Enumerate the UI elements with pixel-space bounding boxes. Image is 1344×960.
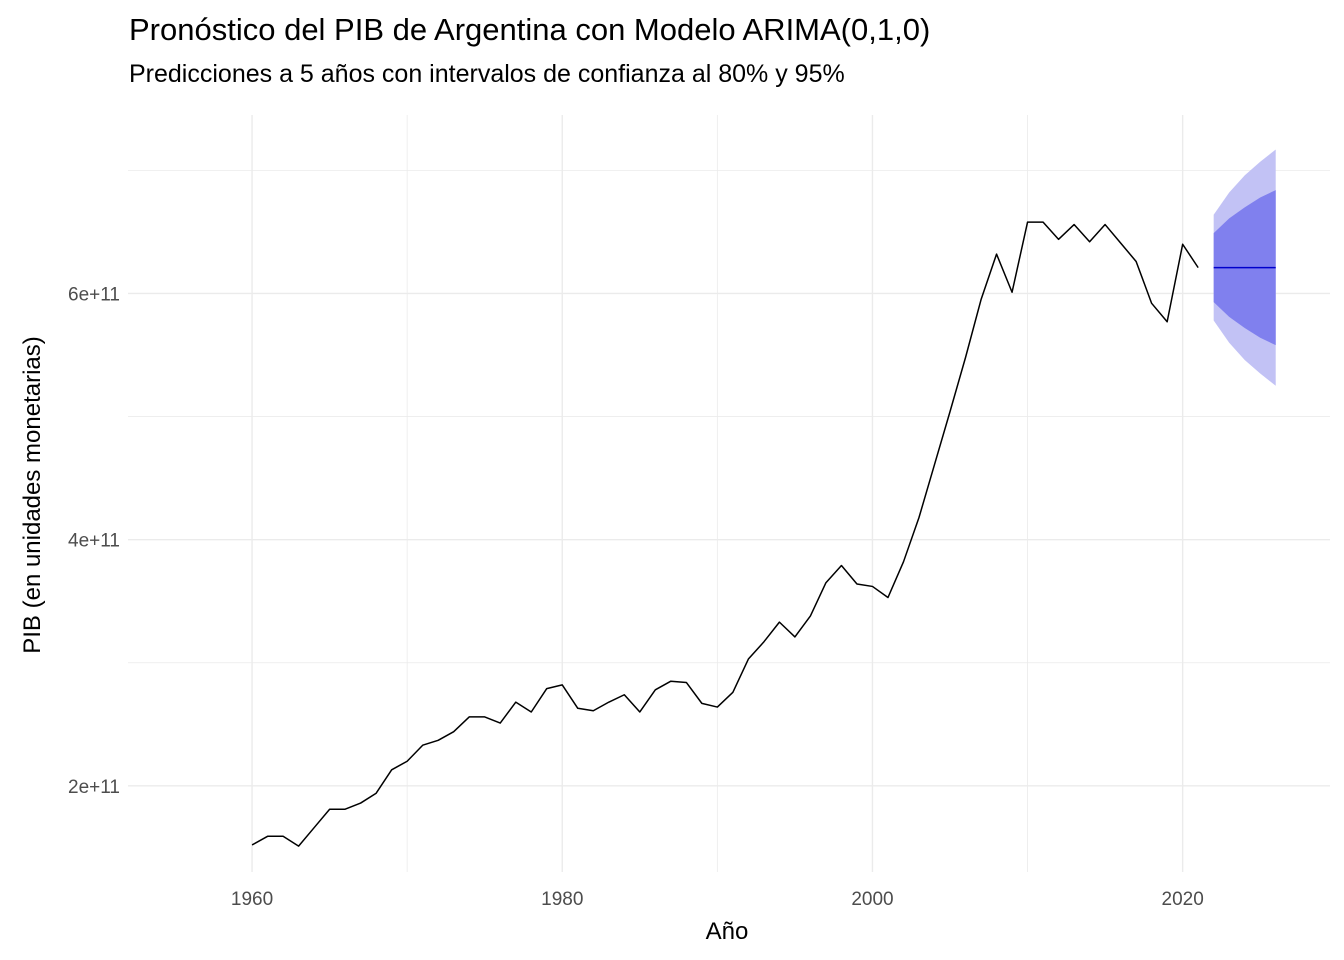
y-tick-label: 2e+11 — [68, 777, 120, 798]
grid-lines — [128, 115, 1330, 872]
x-axis-ticks: 1960 1980 2000 2020 — [231, 889, 1204, 910]
x-tick-label: 2000 — [851, 889, 893, 910]
x-tick-label: 1960 — [231, 889, 273, 910]
y-tick-label: 4e+11 — [68, 531, 120, 552]
chart-title: Pronóstico del PIB de Argentina con Mode… — [129, 12, 931, 47]
x-tick-label: 2020 — [1162, 889, 1204, 910]
y-axis-title: PIB (en unidades monetarias) — [19, 336, 46, 654]
chart-subtitle: Predicciones a 5 años con intervalos de … — [129, 60, 845, 88]
history-series — [251, 221, 1199, 847]
x-tick-label: 1980 — [541, 889, 583, 910]
y-axis-ticks: 2e+11 4e+11 6e+11 — [68, 284, 120, 797]
x-axis-title: Año — [706, 918, 749, 945]
history-line — [251, 221, 1199, 847]
y-tick-label: 6e+11 — [68, 284, 120, 305]
